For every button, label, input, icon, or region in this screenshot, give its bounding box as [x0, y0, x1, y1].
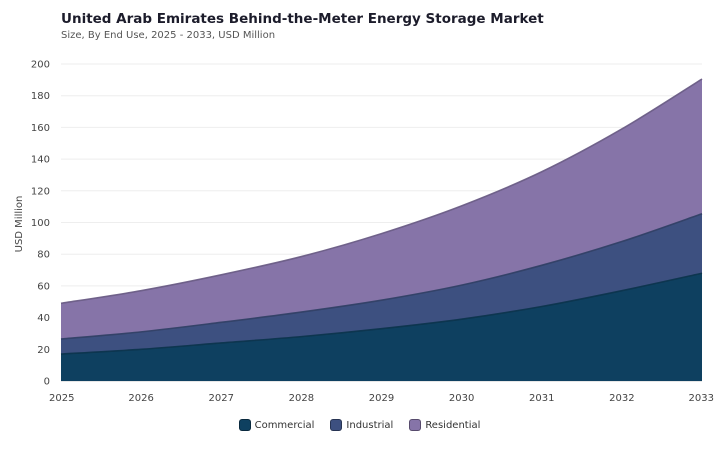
- y-tick-label: 160: [31, 123, 50, 134]
- y-tick-label: 120: [31, 186, 50, 197]
- chart-title: United Arab Emirates Behind-the-Meter En…: [61, 11, 544, 27]
- y-axis-ticks: 0 20 40 60 80 100 120 140 160 180 200: [31, 60, 50, 388]
- area-commercial: [61, 273, 702, 381]
- legend-item-industrial[interactable]: Industrial: [330, 419, 393, 431]
- x-tick-label: 2027: [209, 393, 234, 404]
- area-residential: [61, 79, 702, 339]
- chart-legend: Commercial Industrial Residential: [0, 419, 719, 431]
- y-tick-label: 100: [31, 218, 50, 229]
- y-tick-label: 200: [31, 60, 50, 71]
- line-commercial: [60, 272, 703, 355]
- y-tick-label: 60: [37, 281, 50, 292]
- x-tick-label: 2028: [289, 393, 314, 404]
- legend-label: Industrial: [346, 419, 394, 431]
- y-axis-label: USD Million: [14, 196, 25, 253]
- legend-label: Residential: [425, 419, 481, 431]
- chart-subtitle: Size, By End Use, 2025 - 2033, USD Milli…: [61, 30, 276, 41]
- legend-label: Commercial: [254, 419, 315, 431]
- x-tick-label: 2025: [49, 393, 74, 404]
- x-tick-label: 2033: [689, 393, 714, 404]
- legend-swatch: [409, 419, 422, 431]
- legend-swatch: [330, 419, 343, 431]
- x-tick-label: 2032: [609, 393, 634, 404]
- y-tick-label: 20: [37, 345, 50, 356]
- x-tick-label: 2029: [369, 393, 394, 404]
- legend-swatch: [238, 419, 251, 431]
- line-industrial: [60, 213, 703, 340]
- area-industrial: [61, 213, 702, 355]
- x-tick-label: 2026: [128, 393, 153, 404]
- y-tick-label: 80: [37, 250, 50, 261]
- area-series: [61, 79, 702, 381]
- legend-item-residential[interactable]: Residential: [409, 419, 480, 431]
- y-tick-label: 180: [31, 91, 50, 102]
- y-tick-label: 0: [44, 377, 50, 388]
- x-axis-ticks: 2025 2026 2027 2028 2029 2030 2031 2032 2033: [49, 393, 714, 404]
- x-tick-label: 2030: [449, 393, 474, 404]
- series-lines: [60, 78, 703, 355]
- x-tick-label: 2031: [529, 393, 554, 404]
- y-tick-label: 140: [31, 155, 50, 166]
- legend-item-commercial[interactable]: Commercial: [238, 419, 315, 431]
- y-tick-label: 40: [37, 313, 50, 324]
- line-residential: [60, 78, 703, 305]
